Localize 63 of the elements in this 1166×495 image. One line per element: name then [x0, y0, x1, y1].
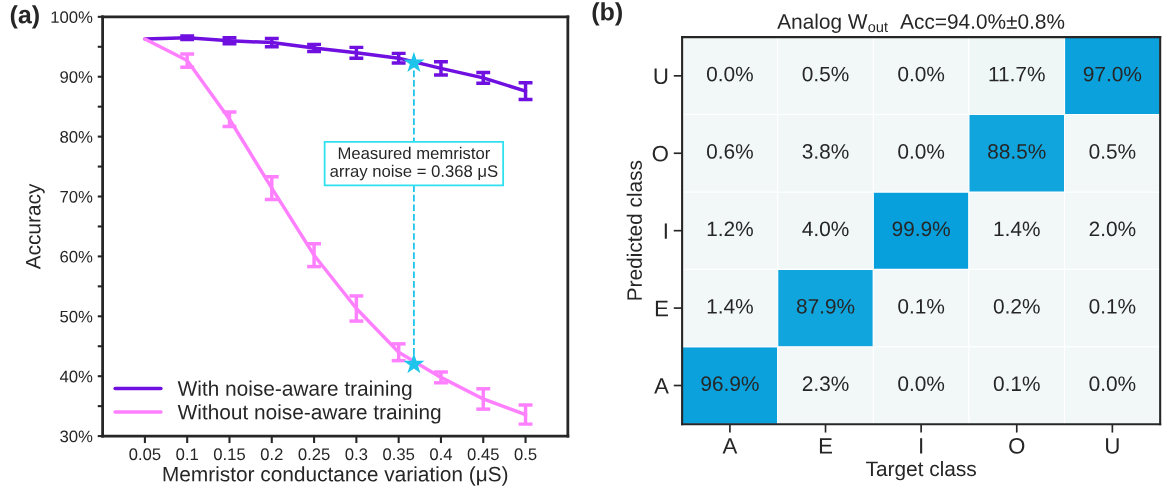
y-tick-label: 100% — [51, 11, 93, 24]
x-tick-label: O — [1009, 438, 1025, 454]
data-label: 0.0% — [898, 376, 945, 392]
y-tick-label: 90% — [60, 71, 93, 83]
x-tick-label: 0.4 — [430, 448, 453, 461]
data-label: 3.8% — [802, 144, 849, 159]
y-tick-label: O — [652, 145, 668, 162]
x-tick-label: U — [1106, 438, 1119, 454]
y-tick-label: U — [654, 68, 668, 85]
data-label: 4.0% — [802, 221, 849, 237]
data-label: 0.6% — [706, 144, 753, 159]
y-tick-label: 40% — [59, 370, 93, 383]
data-label: 0.5% — [802, 66, 849, 82]
data-label: 0.1% — [993, 376, 1040, 392]
x-tick-label: 0.25 — [298, 448, 330, 461]
y-tick-label: A — [654, 378, 669, 394]
data-label: 2.0% — [1089, 221, 1136, 237]
x-tick-label: 0.05 — [129, 448, 161, 461]
x-tick-label: 0.35 — [383, 448, 415, 461]
y-tick-label: 70% — [60, 190, 93, 203]
y-tick-label: 60% — [60, 250, 93, 263]
text: (b) — [592, 2, 622, 26]
data-label: 0.1% — [898, 298, 945, 314]
y-axis-title: Accuracy — [26, 183, 45, 270]
data-label: 0.0% — [706, 66, 753, 82]
data-label: 11.7% — [989, 66, 1045, 82]
data-label: 96.9% — [701, 376, 759, 392]
annotation: Measured memristor array noise = 0.368 μS — [330, 146, 498, 181]
data-label: 99.9% — [892, 221, 950, 237]
x-tick-label: E — [819, 438, 832, 454]
data-label: 88.5% — [988, 144, 1046, 159]
x-axis-title: Memristor conductance variation (μS) — [163, 466, 508, 486]
data-label: 0.1% — [1089, 298, 1136, 314]
data-label: 2.3% — [802, 376, 849, 392]
y-tick-label: I — [664, 223, 667, 239]
legend-label: With noise-aware training — [177, 380, 412, 401]
x-tick-label: I — [920, 438, 923, 454]
y-tick-label: 50% — [60, 310, 93, 323]
data-label: 0.5% — [1089, 144, 1136, 159]
data-label: 1.4% — [994, 221, 1040, 237]
chart-title: Analog W$_{out}$ Acc=94.0%±0.8% — [777, 13, 1065, 33]
x-tick-label: 0.5 — [514, 448, 537, 461]
legend-label: Without noise-aware training — [177, 404, 441, 424]
x-tick-label: 0.2 — [260, 448, 283, 461]
x-tick-label: 0.15 — [213, 448, 246, 461]
text: (a) — [10, 5, 39, 29]
y-tick-label: 80% — [60, 131, 93, 143]
y-tick-label: 30% — [60, 430, 93, 443]
data-label: 0.0% — [898, 66, 945, 82]
data-label: 1.4% — [707, 299, 753, 314]
y-tick-label: E — [655, 300, 668, 317]
y-axis-title: Predicted class — [626, 160, 642, 300]
data-label: 97.0% — [1083, 66, 1142, 82]
x-tick-label: 0.45 — [467, 448, 499, 461]
x-tick-label: 0.3 — [345, 448, 368, 461]
x-tick-label: 0.1 — [176, 448, 198, 461]
data-label: 1.2% — [707, 221, 753, 237]
data-label: 87.9% — [796, 298, 855, 314]
data-label: 0.0% — [898, 144, 945, 159]
data-label: 0.0% — [1089, 376, 1136, 392]
x-axis-title: Target class — [866, 460, 976, 481]
x-tick-label: A — [722, 438, 738, 454]
data-label: 0.2% — [993, 298, 1040, 314]
